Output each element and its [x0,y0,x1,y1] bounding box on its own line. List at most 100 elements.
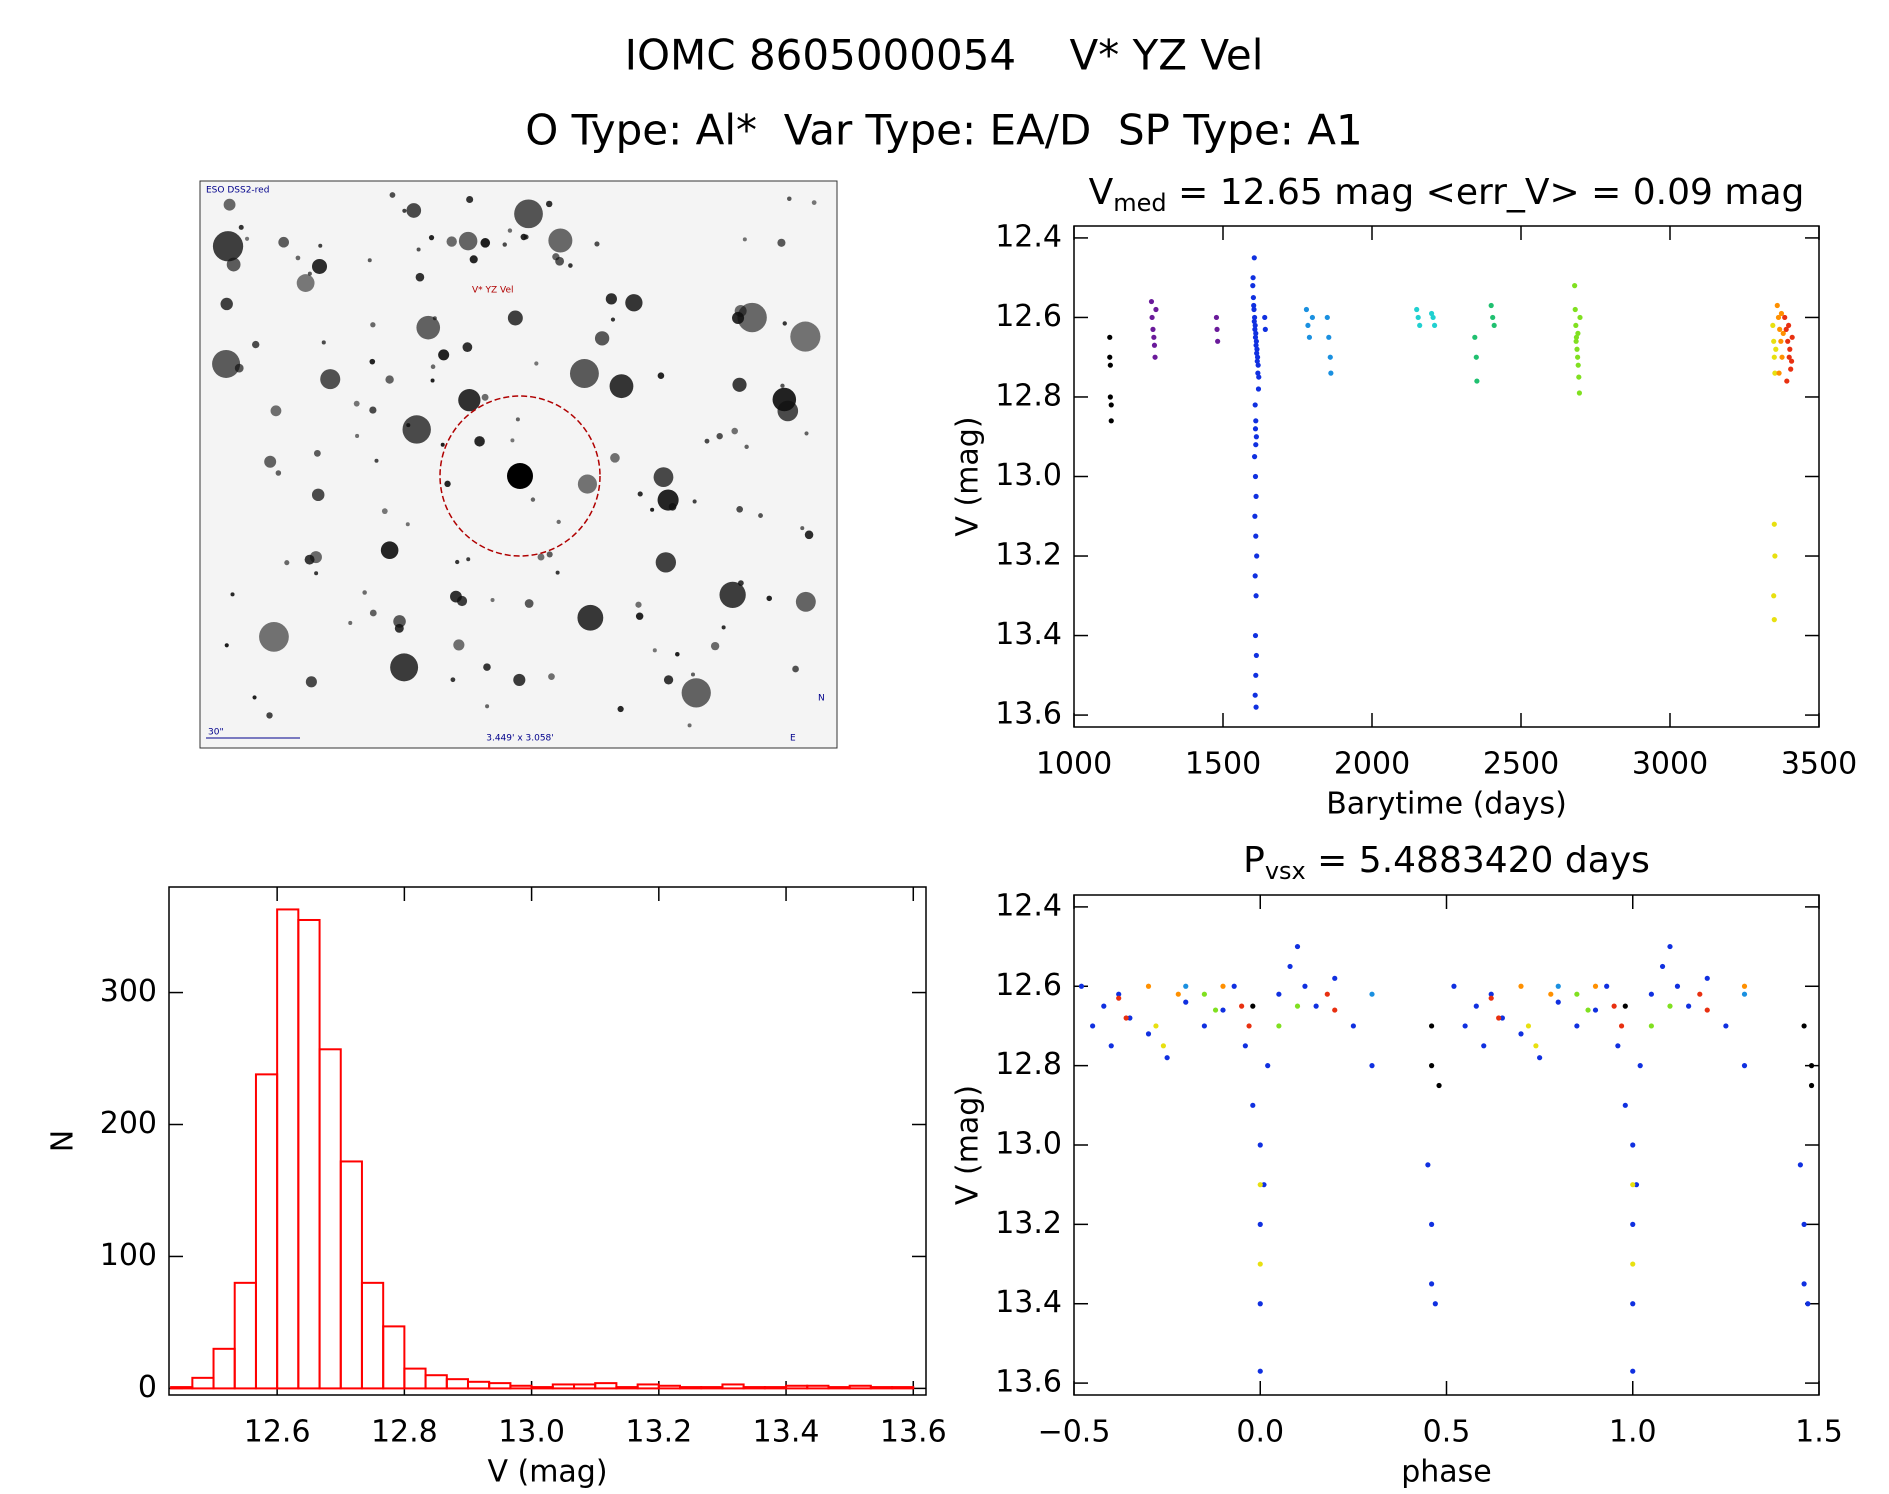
data-point [1306,334,1313,340]
star [780,383,785,388]
star [389,192,396,198]
data-point [1309,314,1315,321]
data-point [1659,963,1666,970]
star [311,488,325,502]
data-point [1630,1261,1636,1267]
y-tick-label: 13.2 [995,538,1062,573]
x-tick-label: 1.0 [1609,1415,1657,1450]
data-point [1252,402,1258,408]
data-point [1313,1003,1319,1009]
star [800,526,805,531]
star [514,199,543,229]
data-point [1472,334,1478,340]
data-point [1257,1182,1263,1188]
star [681,678,711,708]
data-point [1775,314,1782,321]
data-point [1250,1003,1256,1009]
y-tick-label: 13.0 [995,1127,1062,1162]
data-point [1618,1023,1625,1029]
star [455,559,460,565]
star [462,342,473,353]
data-point [1257,1301,1263,1307]
data-point [1577,314,1583,321]
star [555,570,560,575]
star [782,321,787,326]
data-point [1415,314,1421,321]
star [610,317,616,322]
title-sub: med [1113,189,1166,217]
data-point [1611,1003,1617,1009]
data-point [1276,991,1282,997]
data-point [1674,983,1681,989]
star [555,256,565,266]
data-point [1302,983,1308,989]
star [355,433,360,438]
scale-label: 30" [208,728,224,738]
star [766,595,772,602]
data-point [1305,322,1311,329]
star [481,393,489,401]
star [348,620,353,625]
star [790,321,821,352]
data-point [1789,334,1795,340]
page-subtitle: O Type: Al* Var Type: EA/D SP Type: A1 [525,106,1363,155]
data-point [1332,975,1338,981]
star [212,231,244,262]
y-tick-label: 13.2 [995,1206,1062,1241]
star [507,310,523,326]
star [692,499,697,504]
data-point [1257,1261,1263,1267]
histogram-bar [636,1383,660,1390]
star [252,695,257,700]
star [610,453,620,463]
data-point [1149,314,1155,321]
data-point [1253,434,1259,440]
star [507,463,533,489]
title-main: V [1089,172,1114,213]
star [394,623,404,633]
data-point [1250,275,1256,281]
star [295,255,301,261]
data-point [1518,983,1524,989]
star [523,234,529,240]
star [374,458,379,463]
data-point [1108,418,1114,424]
data-point [1150,326,1156,332]
star [416,315,441,340]
data-point [1253,672,1259,678]
data-point [1771,593,1777,599]
star [594,331,610,346]
histogram-bar [891,1386,915,1390]
data-point [1773,346,1779,352]
title-main: P [1243,840,1265,881]
star [385,375,394,384]
star [744,444,749,450]
star [474,436,485,447]
y-tick-label: 12.8 [995,378,1062,413]
star [305,676,317,688]
chart-title: Pvsx = 5.4883420 days [1243,840,1650,885]
data-point [1276,1023,1282,1029]
x-tick-label: 2000 [1334,747,1410,782]
data-point [1252,632,1259,639]
data-point [1239,1003,1245,1009]
star [652,648,657,653]
data-point [1252,513,1258,519]
histogram-bar [657,1384,682,1390]
data-point [1786,354,1792,360]
data-point [1630,1221,1636,1227]
data-point [1488,995,1494,1001]
star [795,591,816,612]
y-tick-label: 13.6 [995,1365,1062,1400]
histogram-bar [382,1325,406,1390]
data-point [1303,306,1310,313]
data-point [1212,1007,1219,1013]
histogram-bar [530,1386,554,1390]
star [530,497,536,502]
data-point [1429,310,1435,317]
x-tick-label: −0.5 [1038,1415,1111,1450]
star [415,272,425,282]
x-tick-label: 2500 [1483,747,1559,782]
data-point [1255,370,1261,376]
